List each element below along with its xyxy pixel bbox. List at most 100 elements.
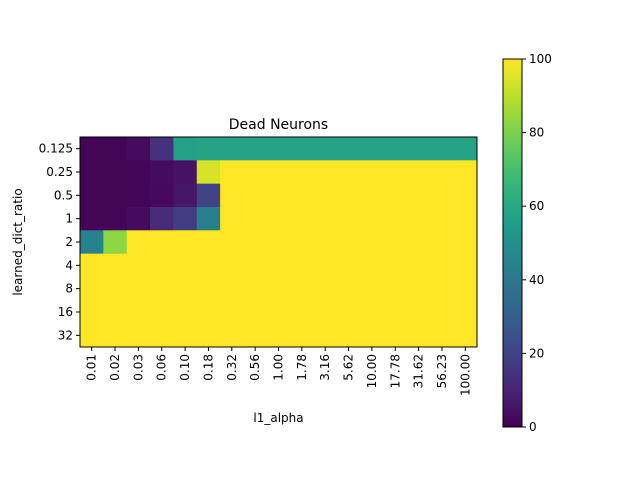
heatmap-cell: [150, 277, 174, 301]
heatmap-cell: [313, 137, 338, 161]
heatmap-cell: [196, 277, 221, 301]
x-tick-label: 0.01: [85, 354, 99, 381]
heatmap-cell: [196, 323, 221, 348]
heatmap-cell: [360, 183, 384, 208]
heatmap-cell: [360, 207, 384, 231]
x-tick-label: 56.23: [435, 354, 449, 388]
heatmap-cell: [80, 207, 104, 231]
heatmap-cell: [150, 160, 174, 185]
heatmap-cell: [453, 323, 478, 348]
heatmap-cell: [173, 300, 198, 325]
y-tick-label: 0.25: [46, 165, 73, 179]
heatmap-cell: [430, 183, 455, 208]
heatmap-cell: [406, 277, 431, 301]
heatmap-cell: [336, 160, 361, 185]
heatmap-cell: [220, 300, 244, 325]
heatmap-cell: [173, 323, 198, 348]
y-axis-ticks: 0.125 0.25 0.5 1 2 4 8 16 32: [39, 142, 80, 342]
heatmap-cell: [103, 137, 128, 161]
heatmap-cell: [196, 160, 221, 185]
heatmap-cell: [126, 323, 151, 348]
heatmap-cell: [430, 160, 455, 185]
heatmap-cell: [266, 277, 291, 301]
x-tick-label: 0.32: [225, 354, 239, 381]
heatmap-cell: [80, 277, 104, 301]
heatmap-cell: [103, 183, 128, 208]
heatmap-cell: [430, 230, 455, 255]
heatmap-cell: [360, 323, 384, 348]
heatmap-cell: [126, 160, 151, 185]
x-tick-label: 31.62: [412, 354, 426, 388]
heatmap-cell: [173, 207, 198, 231]
heatmap-cell: [313, 300, 338, 325]
heatmap-cell: [80, 300, 104, 325]
heatmap-cell: [383, 207, 408, 231]
heatmap-cell: [290, 277, 314, 301]
heatmap-cell: [126, 137, 151, 161]
heatmap-cell: [406, 300, 431, 325]
heatmap-cell: [383, 253, 408, 278]
heatmap-cell: [336, 300, 361, 325]
heatmap-cell: [196, 207, 221, 231]
heatmap-cell: [290, 183, 314, 208]
heatmap-cell: [406, 137, 431, 161]
heatmap-cell: [80, 253, 104, 278]
y-tick-label: 0.5: [54, 188, 73, 202]
heatmap-cell: [266, 323, 291, 348]
heatmap-cell: [220, 230, 244, 255]
colorbar-frame: [502, 58, 523, 428]
heatmap-cell: [336, 183, 361, 208]
heatmap-cell: [196, 230, 221, 255]
x-tick-label: 0.03: [131, 354, 145, 381]
y-tick-label: 1: [65, 212, 73, 226]
heatmap-cell: [406, 207, 431, 231]
heatmap-cell: [103, 230, 128, 255]
heatmap-cell: [220, 160, 244, 185]
heatmap-cell: [150, 230, 174, 255]
heatmap-cell: [406, 183, 431, 208]
heatmap-cell: [430, 277, 455, 301]
heatmap-cell: [173, 230, 198, 255]
heatmap-cell: [313, 183, 338, 208]
heatmap-cell: [453, 137, 478, 161]
heatmap-cell: [430, 323, 455, 348]
y-tick-label: 4: [65, 258, 73, 272]
y-tick-label: 0.125: [39, 142, 73, 156]
colorbar-tick-label: 60: [529, 199, 544, 213]
heatmap-cell: [290, 230, 314, 255]
heatmap-cell: [266, 207, 291, 231]
colorbar-tick-label: 100: [529, 52, 552, 66]
heatmap-cell: [313, 230, 338, 255]
heatmap-cell: [150, 207, 174, 231]
x-axis-label: l1_alpha: [253, 411, 303, 425]
colorbar-tick-label: 0: [529, 420, 537, 434]
heatmap-cell: [80, 137, 104, 161]
heatmap-cell: [220, 183, 244, 208]
heatmap-cell: [430, 300, 455, 325]
x-tick-label: 5.62: [342, 354, 356, 381]
heatmap-cell: [313, 207, 338, 231]
heatmap-cell: [173, 183, 198, 208]
x-tick-label: 0.18: [201, 354, 215, 381]
heatmap-cell: [266, 137, 291, 161]
heatmap-cell: [243, 137, 268, 161]
heatmap-cell: [196, 183, 221, 208]
heatmap-cell: [103, 253, 128, 278]
colorbar-tick-label: 80: [529, 126, 544, 140]
heatmap-cell: [220, 323, 244, 348]
heatmap-cell: [266, 160, 291, 185]
heatmap-cell: [103, 300, 128, 325]
heatmap-cell: [336, 230, 361, 255]
heatmap-cell: [383, 137, 408, 161]
heatmap-cell: [290, 300, 314, 325]
heatmap-cell: [313, 277, 338, 301]
heatmap-cell: [150, 137, 174, 161]
heatmap-cell: [103, 207, 128, 231]
x-tick-label: 1.78: [295, 354, 309, 381]
heatmap-cell: [173, 277, 198, 301]
heatmap-cell: [430, 207, 455, 231]
heatmap-cell: [406, 323, 431, 348]
heatmap-cell: [150, 323, 174, 348]
heatmap-cell: [103, 323, 128, 348]
